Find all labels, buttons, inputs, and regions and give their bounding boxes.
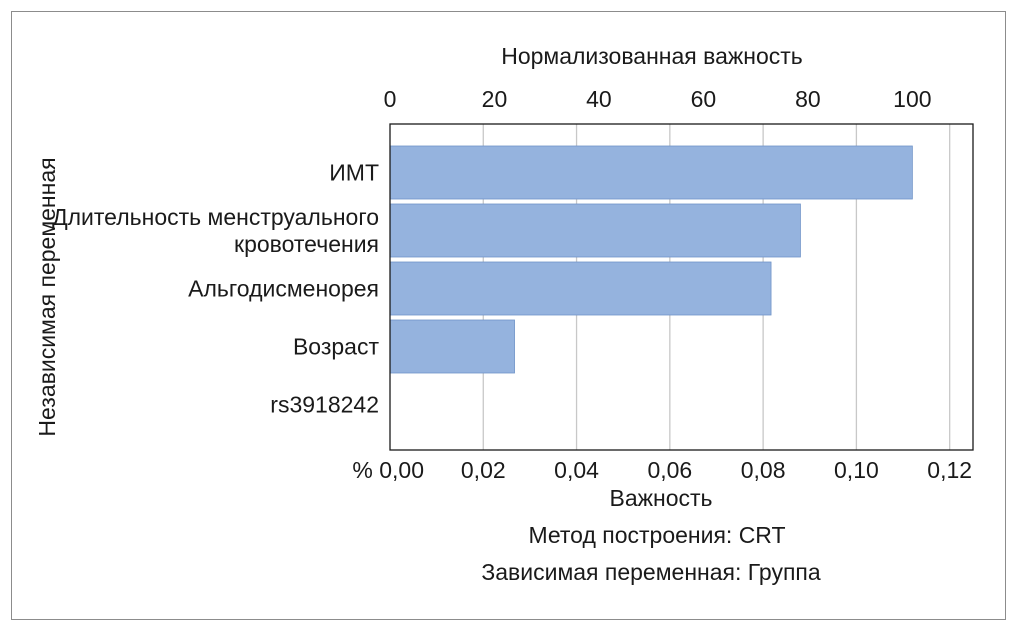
dependent-variable-note: Зависимая переменная: Группа [481, 559, 821, 585]
bar-3 [389, 319, 515, 374]
bars [389, 145, 913, 374]
bottom-tick-label-3: 0,06 [647, 457, 692, 483]
bar-0 [389, 145, 913, 200]
top-axis-ticks: 0 20 40 60 80 100 [384, 86, 932, 112]
top-tick-label-5: 100 [893, 86, 931, 112]
category-label-2: Альгодисменорея [188, 276, 379, 302]
bar-1 [389, 203, 801, 258]
bottom-tick-label-5: 0,10 [834, 457, 879, 483]
y-axis-label: Независимая переменная [34, 157, 60, 436]
top-axis-label: Нормализованная важность [501, 43, 803, 69]
bottom-tick-label-4: 0,08 [741, 457, 786, 483]
top-tick-label-3: 60 [691, 86, 717, 112]
category-labels: ИМТ Длительность менструальногокровотечен… [52, 160, 379, 418]
category-label-0: ИМТ [329, 160, 379, 186]
category-label-4: rs3918242 [270, 392, 379, 418]
bottom-axis-label: Важность [609, 485, 712, 511]
category-label-1-line-1: кровотечения [234, 231, 379, 257]
method-note: Метод построения: CRT [528, 522, 785, 548]
bottom-tick-label-6: 0,12 [927, 457, 972, 483]
bottom-tick-label-0: % 0,00 [352, 457, 424, 483]
figure-frame [11, 11, 1006, 620]
bottom-tick-label-1: 0,02 [461, 457, 506, 483]
category-label-1-line-0: Длительность менструального [52, 204, 379, 230]
top-tick-label-2: 40 [586, 86, 612, 112]
top-tick-label-4: 80 [795, 86, 821, 112]
bottom-tick-label-2: 0,04 [554, 457, 599, 483]
bar-2 [389, 261, 772, 316]
category-label-3: Возраст [293, 334, 380, 360]
plot-area [389, 123, 974, 451]
bottom-axis-ticks: % 0,00 0,02 0,04 0,06 0,08 0,10 0,12 [352, 457, 972, 483]
top-tick-label-0: 0 [384, 86, 397, 112]
top-tick-label-1: 20 [482, 86, 508, 112]
